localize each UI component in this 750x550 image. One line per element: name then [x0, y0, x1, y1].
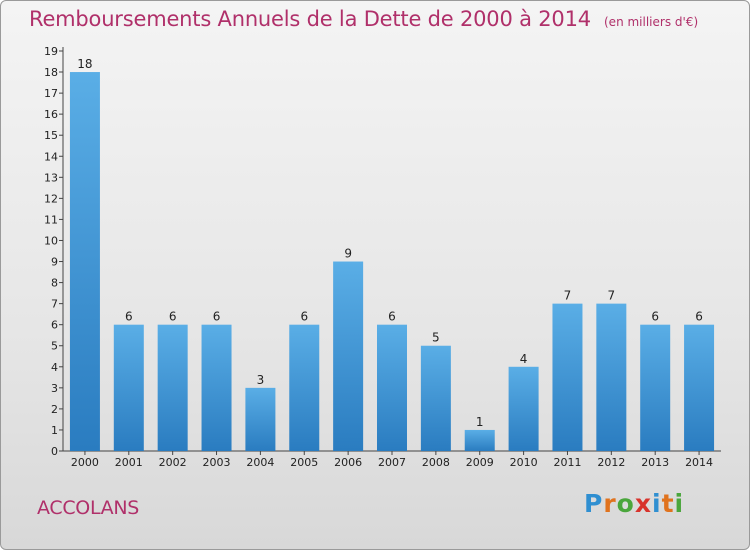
y-tick-label: 17: [44, 87, 58, 100]
bar-value-label: 6: [213, 310, 221, 324]
x-tick-label: 2013: [641, 456, 669, 469]
y-tick-label: 9: [51, 256, 58, 269]
bar-value-label: 7: [608, 289, 616, 303]
x-tick-label: 2003: [203, 456, 231, 469]
y-tick-label: 8: [51, 277, 58, 290]
logo-letter: t: [661, 489, 675, 518]
bar-value-label: 6: [300, 310, 308, 324]
bar-value-label: 5: [432, 331, 440, 345]
y-tick-label: 4: [51, 361, 58, 374]
bar-2014: [684, 324, 715, 451]
y-tick-label: 18: [44, 66, 58, 79]
y-tick-label: 10: [44, 234, 58, 247]
bar-2005: [289, 324, 320, 451]
x-tick-label: 2014: [685, 456, 713, 469]
y-tick-label: 14: [44, 150, 58, 163]
x-tick-label: 2001: [115, 456, 143, 469]
y-tick-label: 16: [44, 108, 58, 121]
x-tick-label: 2007: [378, 456, 406, 469]
x-tick-label: 2002: [159, 456, 187, 469]
y-tick-label: 7: [51, 298, 58, 311]
x-tick-label: 2012: [597, 456, 625, 469]
logo-letter: i: [674, 489, 685, 518]
bar-value-label: 7: [564, 289, 572, 303]
bar-value-label: 6: [651, 310, 659, 324]
x-tick-label: 2011: [553, 456, 581, 469]
bar-2008: [420, 345, 451, 451]
y-tick-label: 5: [51, 340, 58, 353]
bar-2007: [377, 324, 407, 451]
bar-value-label: 9: [344, 247, 352, 261]
bar-2001: [113, 324, 144, 451]
x-tick-label: 2005: [290, 456, 318, 469]
bar-value-label: 1: [476, 415, 484, 429]
bar-2003: [201, 324, 232, 451]
y-tick-label: 11: [44, 213, 58, 226]
chart-title-text: Remboursements Annuels de la Dette de 20…: [29, 7, 591, 31]
x-tick-label: 2009: [466, 456, 494, 469]
bar-value-label: 3: [257, 373, 265, 387]
x-tick-label: 2010: [510, 456, 538, 469]
chart-labels: 18 2000 6 2001 6 2002 6 2003 3 2004 6 2005 9 2006 6 200…: [71, 57, 713, 469]
logo-letter: i: [652, 489, 662, 518]
x-tick-label: 2004: [246, 456, 274, 469]
y-tick-label: 13: [44, 171, 58, 184]
logo-letter: x: [634, 489, 652, 518]
bar-2011: [552, 303, 583, 451]
bar-2010: [508, 366, 539, 451]
y-tick-label: 0: [51, 445, 58, 458]
bar-value-label: 6: [125, 310, 133, 324]
chart-bars: [69, 72, 715, 451]
x-tick-label: 2008: [422, 456, 450, 469]
logo-letter: o: [616, 489, 635, 518]
bar-2013: [640, 324, 671, 451]
logo-letter: r: [603, 489, 617, 518]
proxiti-logo: Proxiti: [584, 489, 684, 518]
bar-2009: [464, 429, 495, 451]
y-tick-label: 1: [51, 424, 58, 437]
x-tick-label: 2000: [71, 456, 99, 469]
y-tick-label: 6: [51, 319, 58, 332]
y-tick-label: 2: [51, 403, 58, 416]
y-tick-label: 19: [44, 45, 58, 58]
logo-letter: P: [584, 489, 604, 518]
place-name: ACCOLANS: [37, 497, 140, 519]
bar-2000: [69, 72, 100, 451]
chart-unit-note: (en milliers d'€): [604, 15, 699, 29]
bar-2004: [245, 387, 276, 451]
y-tick-label: 12: [44, 192, 58, 205]
y-tick-label: 15: [44, 129, 58, 142]
bar-value-label: 6: [169, 310, 177, 324]
y-tick-label: 3: [51, 382, 58, 395]
bar-2006: [333, 261, 364, 451]
bar-2002: [157, 324, 188, 451]
x-tick-label: 2006: [334, 456, 362, 469]
bar-value-label: 4: [520, 352, 528, 366]
bar-value-label: 18: [77, 57, 92, 71]
bar-value-label: 6: [695, 310, 703, 324]
chart-title: Remboursements Annuels de la Dette de 20…: [29, 7, 698, 31]
bar-value-label: 6: [388, 310, 396, 324]
bar-2012: [596, 303, 627, 451]
